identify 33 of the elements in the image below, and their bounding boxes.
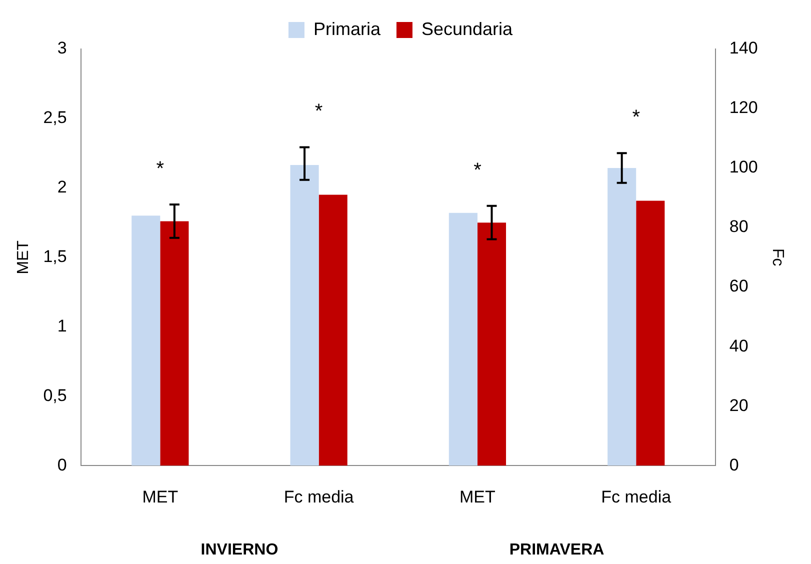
- bar: [318, 194, 348, 466]
- text: PRIMAVERA: [509, 541, 605, 558]
- y-tick-label: 2,5: [43, 108, 67, 128]
- y2-tick-label: 60: [729, 276, 748, 296]
- annotation: *: [474, 159, 482, 182]
- y2-tick-label: 0: [729, 455, 739, 474]
- y2-tick-label: 40: [729, 336, 748, 356]
- y2-tick-label: 20: [729, 396, 748, 415]
- y-tick-label: 0: [57, 455, 67, 474]
- x-tick-label: MET: [142, 487, 178, 506]
- x-tick-label: Fc media: [601, 487, 672, 506]
- y-tick-label: 1,5: [43, 246, 67, 266]
- x-tick-label: Fc media: [284, 487, 354, 506]
- y2-tick-label: 100: [729, 158, 758, 177]
- text: INVIERNO: [200, 541, 278, 558]
- annotation: *: [632, 106, 640, 129]
- legend-label: Primaria: [313, 18, 382, 39]
- bar: [608, 168, 636, 466]
- y-tick-label: 2: [57, 178, 67, 197]
- annotation: *: [314, 100, 323, 123]
- y-tick-label: 1: [57, 316, 67, 336]
- legend-label: Secundaria: [421, 18, 514, 39]
- bar: [290, 165, 319, 466]
- y-axis-title: MET: [15, 240, 32, 274]
- annotation: *: [156, 158, 164, 180]
- y-tick-label: 0,5: [43, 386, 67, 405]
- y-tick-label: 3: [57, 38, 67, 58]
- y2-tick-label: 80: [729, 217, 748, 236]
- y2-axis-title: Fc: [768, 248, 786, 266]
- x-tick-label: MET: [460, 487, 496, 506]
- y2-tick-label: 140: [729, 38, 758, 58]
- bar: [636, 200, 665, 466]
- y2-tick-label: 120: [729, 98, 758, 118]
